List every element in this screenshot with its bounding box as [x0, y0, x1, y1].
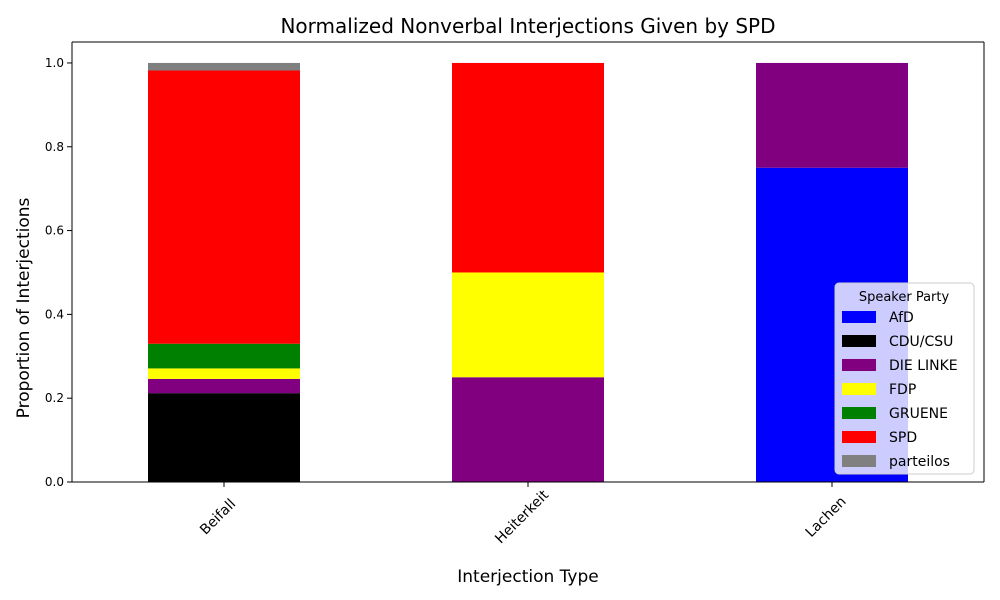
legend-swatch	[842, 407, 876, 419]
bar-segment-heiterkeit-die-linke	[452, 377, 604, 482]
bar-segment-beifall-die-linke	[148, 378, 300, 394]
bar-segment-lachen-die-linke	[756, 62, 908, 168]
legend-swatch	[842, 335, 876, 347]
bar-segment-beifall-fdp	[148, 368, 300, 379]
bar-segment-heiterkeit-fdp	[452, 272, 604, 378]
bar-segment-beifall-parteilos	[148, 62, 300, 71]
legend-title: Speaker Party	[859, 290, 950, 305]
legend-swatch	[842, 455, 876, 467]
bar-segment-beifall-gruene	[148, 343, 300, 369]
y-tick-label: 0.8	[45, 140, 64, 154]
y-tick-label: 0.0	[45, 475, 64, 489]
legend-label: parteilos	[889, 454, 950, 470]
y-tick-label: 0.4	[45, 307, 64, 321]
legend-frame	[834, 282, 975, 475]
legend-label: SPD	[889, 430, 917, 446]
y-tick-label: 1.0	[45, 56, 64, 70]
y-axis-label: Proportion of Interjections	[14, 197, 34, 418]
legend-swatch	[842, 311, 876, 323]
y-tick-label: 0.2	[45, 391, 64, 405]
legend: Speaker Party AfD CDU/CSU DIE LINKE FDP GRUE…	[834, 282, 975, 475]
x-axis-label: Interjection Type	[457, 567, 598, 587]
chart-title: Normalized Nonverbal Interjections Given…	[280, 14, 775, 38]
bar-segment-heiterkeit-spd	[452, 62, 604, 273]
legend-label: DIE LINKE	[889, 358, 958, 374]
legend-label: GRUENE	[889, 406, 948, 422]
bar-segment-beifall-spd	[148, 70, 300, 344]
legend-swatch	[842, 431, 876, 443]
bar-segment-beifall-cdu-csu	[148, 393, 300, 482]
legend-label: CDU/CSU	[889, 334, 953, 350]
y-tick-label: 0.6	[45, 224, 64, 238]
legend-items: AfD CDU/CSU DIE LINKE FDP GRUENE SPD parteilos	[842, 310, 958, 470]
legend-swatch	[842, 359, 876, 371]
legend-label: AfD	[889, 310, 914, 326]
legend-swatch	[842, 383, 876, 395]
legend-label: FDP	[889, 382, 916, 398]
